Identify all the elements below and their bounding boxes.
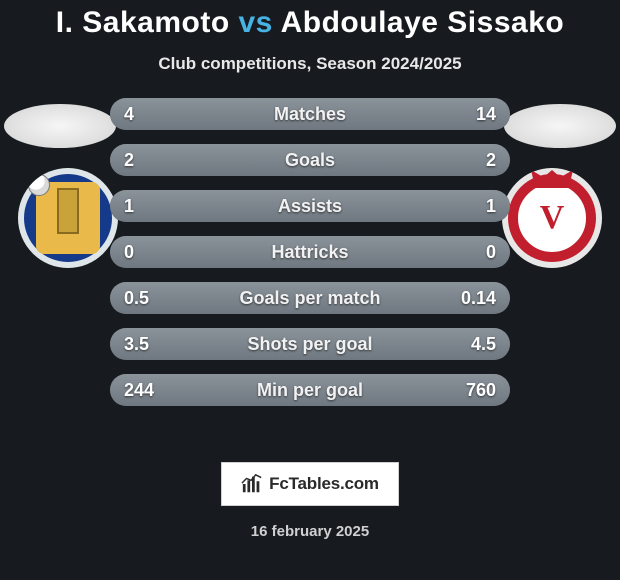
subtitle: Club competitions, Season 2024/2025 (0, 54, 620, 74)
date-text: 16 february 2025 (0, 523, 620, 540)
stat-label: Hattricks (110, 236, 510, 268)
vs-text: vs (239, 6, 273, 39)
stat-label: Goals (110, 144, 510, 176)
watermark-text: FcTables.com (269, 474, 379, 494)
stat-label: Goals per match (110, 282, 510, 314)
stat-label: Assists (110, 190, 510, 222)
stat-label: Shots per goal (110, 328, 510, 360)
stat-row: 414Matches (110, 98, 510, 130)
comparison-panel: V 414Matches 22Goals 11Assists 00Hattricks 0… (0, 98, 620, 438)
player1-name: I. Sakamoto (56, 6, 230, 39)
chart-icon (241, 473, 263, 495)
stat-row: 00Hattricks (110, 236, 510, 268)
stat-row: 22Goals (110, 144, 510, 176)
kortrijk-crest-icon: V (502, 168, 602, 268)
page-title: I. Sakamoto vs Abdoulaye Sissako (0, 0, 620, 40)
stat-row: 3.54.5Shots per goal (110, 328, 510, 360)
stat-row: 244760Min per goal (110, 374, 510, 406)
stat-label: Matches (110, 98, 510, 130)
stat-label: Min per goal (110, 374, 510, 406)
player1-photo (4, 104, 116, 148)
stats-rows: 414Matches 22Goals 11Assists 00Hattricks 0.5… (110, 98, 510, 420)
club-badge-right: V (502, 168, 602, 268)
player2-photo (504, 104, 616, 148)
stat-row: 11Assists (110, 190, 510, 222)
player2-name: Abdoulaye Sissako (281, 6, 565, 39)
watermark: FcTables.com (221, 462, 399, 506)
westerlo-crest-icon (18, 168, 118, 268)
club-badge-left (18, 168, 118, 268)
stat-row: 0.50.14Goals per match (110, 282, 510, 314)
